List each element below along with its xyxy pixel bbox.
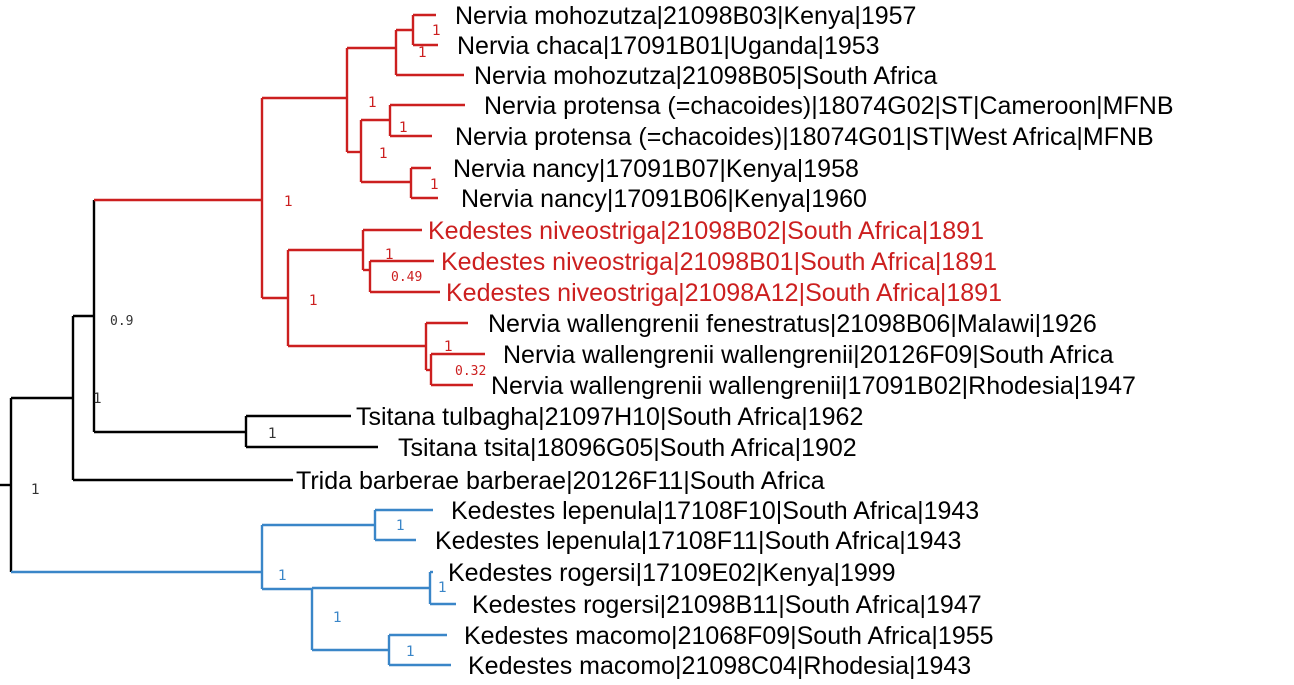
- support-value: 1: [278, 568, 287, 584]
- support-value: 1: [438, 580, 447, 596]
- tip-label: Nervia mohozutza|21098B05|South Africa: [474, 62, 937, 90]
- tip-labels: Nervia mohozutza|21098B03|Kenya|1957 Ner…: [296, 2, 1174, 680]
- support-value: 1: [385, 247, 394, 263]
- support-values-black: 0.9 1 1 1: [31, 314, 277, 498]
- tip-label: Nervia nancy|17091B06|Kenya|1960: [461, 185, 867, 213]
- support-value: 1: [444, 339, 453, 355]
- tip-label: Nervia wallengrenii wallengrenii|17091B0…: [491, 372, 1136, 400]
- tip-label-highlighted: Kedestes niveostriga|21098A12|South Afri…: [446, 279, 1002, 307]
- support-value: 1: [379, 146, 388, 162]
- support-value: 0.9: [110, 314, 133, 329]
- tip-label: Nervia wallengrenii fenestratus|21098B06…: [488, 310, 1097, 338]
- support-value: 1: [406, 644, 415, 660]
- tip-label: Nervia protensa (=chacoides)|18074G02|ST…: [484, 92, 1174, 120]
- branches-red-clade: [94, 13, 485, 387]
- tip-label: Nervia wallengrenii wallengrenii|20126F0…: [503, 341, 1114, 369]
- support-value: 0.49: [391, 270, 422, 285]
- tip-label-highlighted: Kedestes niveostriga|21098B02|South Afri…: [428, 217, 984, 245]
- tip-label: Kedestes lepenula|17108F10|South Africa|…: [451, 497, 979, 525]
- tip-label: Kedestes rogersi|21098B11|South Africa|1…: [472, 591, 982, 619]
- tip-label: Nervia protensa (=chacoides)|18074G01|ST…: [455, 123, 1154, 151]
- support-value: 1: [432, 23, 441, 39]
- tip-label: Kedestes lepenula|17108F11|South Africa|…: [435, 527, 961, 555]
- tip-label: Nervia chaca|17091B01|Uganda|1953: [457, 32, 880, 60]
- support-value: 1: [418, 45, 427, 61]
- support-value: 0.32: [455, 364, 486, 379]
- tip-label: Nervia nancy|17091B07|Kenya|1958: [453, 155, 859, 183]
- support-value: 1: [430, 177, 439, 193]
- support-value: 1: [31, 482, 40, 498]
- support-value: 1: [396, 518, 405, 534]
- support-values-blue: 1 1 1 1 1: [278, 518, 447, 660]
- support-value: 1: [93, 391, 102, 407]
- support-value: 1: [399, 120, 408, 136]
- support-values-red: 1 1 1 1 1 1 1 1 0.49 1 1 0.32: [284, 23, 486, 379]
- support-value: 1: [284, 194, 293, 210]
- tip-label: Kedestes macomo|21068F09|South Africa|19…: [464, 622, 994, 650]
- support-value: 1: [268, 426, 277, 442]
- branches-black: [0, 200, 378, 572]
- branches-blue-clade: [11, 508, 456, 667]
- tip-label: Kedestes macomo|21098C04|Rhodesia|1943: [468, 652, 971, 680]
- tip-label-highlighted: Kedestes niveostriga|21098B01|South Afri…: [441, 248, 997, 276]
- tip-label: Tsitana tsita|18096G05|South Africa|1902: [398, 434, 857, 462]
- tip-label: Trida barberae barberae|20126F11|South A…: [296, 467, 825, 495]
- support-value: 1: [368, 95, 377, 111]
- tip-label: Tsitana tulbagha|21097H10|South Africa|1…: [356, 403, 863, 431]
- tip-label: Nervia mohozutza|21098B03|Kenya|1957: [455, 2, 916, 30]
- support-value: 1: [309, 293, 318, 309]
- support-value: 1: [333, 610, 342, 626]
- tip-label: Kedestes rogersi|17109E02|Kenya|1999: [448, 559, 896, 587]
